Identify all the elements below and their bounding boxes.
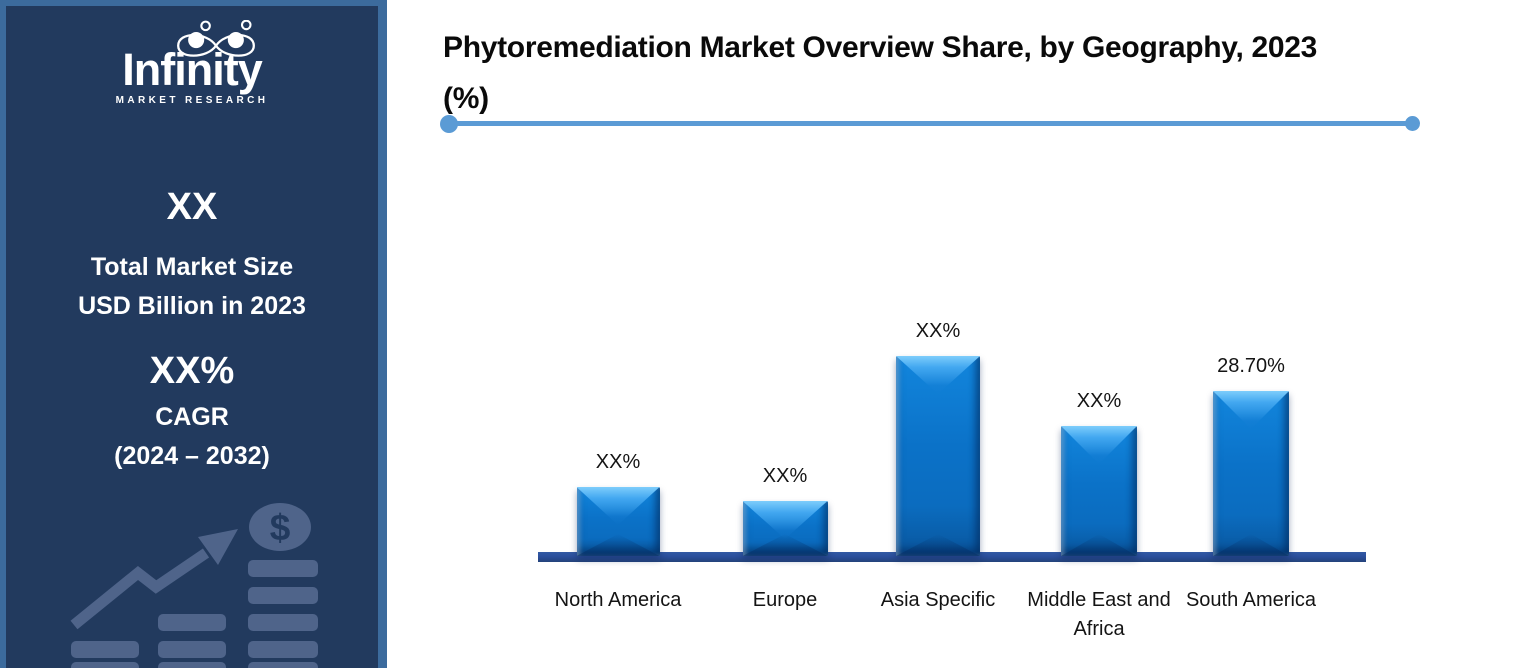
cagr-value: XX%	[149, 350, 235, 392]
cagr-label: CAGR	[155, 403, 229, 431]
trend-arrow-icon	[70, 529, 238, 630]
bar-top-bevel	[742, 501, 828, 539]
bar-top-bevel	[1213, 391, 1289, 429]
page-title-line2: (%)	[443, 82, 489, 115]
divider-line	[455, 121, 1408, 126]
bar-value-label-north-america: XX%	[595, 451, 641, 473]
category-label-north-america: North America	[554, 589, 682, 611]
bar-value-label-south-america: 28.70%	[1217, 355, 1285, 377]
market-size-label-line1: Total Market Size	[90, 253, 294, 281]
category-label-asia-specific: Asia Specific	[880, 589, 996, 611]
page-title-line1: Phytoremediation Market Overview Share, …	[443, 31, 1318, 64]
page-title: Phytoremediation Market Overview Share, …	[443, 22, 1473, 124]
bar-bottom-bevel	[576, 534, 660, 556]
bar-top-bevel	[896, 356, 980, 394]
bar-bottom-bevel	[742, 534, 828, 556]
sidebar: Infinity MARKET RESEARCH XX Total Market…	[0, 0, 387, 668]
dollar-symbol: $	[270, 507, 291, 548]
growth-chart-graphic: $	[70, 503, 318, 668]
cagr-period: (2024 – 2032)	[114, 442, 270, 470]
infinity-logo-icon	[177, 20, 255, 57]
category-label-middle-east-and-africa: Middle East and Africa	[1027, 589, 1171, 640]
bar-middle-east-and-africa	[1061, 426, 1137, 556]
bar-north-america	[576, 487, 660, 556]
dollar-coin-icon	[249, 503, 311, 551]
bar-value-label-europe: XX%	[762, 465, 808, 487]
bar-europe	[742, 501, 828, 556]
category-label-europe: Europe	[752, 589, 818, 611]
bar-bottom-bevel	[1061, 534, 1137, 556]
bar-bottom-bevel	[896, 534, 980, 556]
bar-value-label-middle-east-and-africa: XX%	[1076, 390, 1122, 412]
divider-right-dot-icon	[1405, 116, 1420, 131]
brand-logo: Infinity MARKET RESEARCH	[6, 20, 378, 106]
bar-south-america	[1213, 391, 1289, 556]
market-size-value: XX	[166, 186, 218, 228]
market-size-stat: XX Total Market Size USD Billion in 2023	[6, 188, 378, 326]
title-divider	[440, 114, 1420, 133]
bar-asia-specific	[896, 356, 980, 556]
bar-value-label-asia-specific: XX%	[915, 320, 961, 342]
cagr-stat: XX% CAGR (2024 – 2032)	[6, 352, 378, 476]
bar-bottom-bevel	[1213, 534, 1289, 556]
market-size-label-line2: USD Billion in 2023	[78, 292, 306, 320]
bar-top-bevel	[576, 487, 660, 525]
brand-name: Infinity	[122, 44, 262, 95]
brand-tagline: MARKET RESEARCH	[115, 95, 269, 106]
x-axis-baseline	[538, 552, 1366, 562]
category-label-south-america: South America	[1185, 589, 1317, 611]
divider-left-dot-icon	[440, 114, 458, 133]
bar-top-bevel	[1061, 426, 1137, 464]
